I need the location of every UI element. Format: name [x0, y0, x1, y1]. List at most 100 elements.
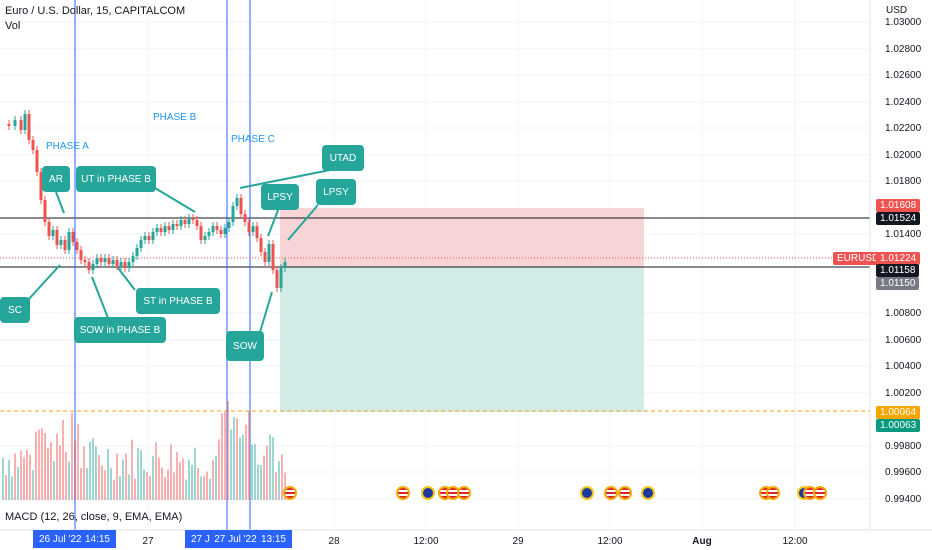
us-flag-icon[interactable]	[283, 486, 297, 500]
callout-lpsy-1[interactable]: LPSY	[261, 184, 299, 210]
us-flag-icon[interactable]	[766, 486, 780, 500]
stop-price-tag: 1.01608	[876, 199, 921, 212]
candle-body	[167, 226, 171, 230]
volume-bar	[221, 413, 223, 500]
volume-bar	[212, 460, 214, 500]
volume-bar	[254, 444, 256, 500]
volume-bar	[242, 434, 244, 500]
callout-sow-phase-b[interactable]: SOW in PHASE B	[74, 317, 166, 343]
candle-body	[151, 232, 155, 240]
us-flag-icon[interactable]	[457, 486, 471, 500]
volume-bar	[56, 433, 58, 500]
currency-label: USD	[886, 5, 908, 16]
volume-bar	[140, 450, 142, 500]
candle-body	[239, 198, 243, 214]
volume-bar	[155, 442, 157, 500]
symbol-tag: EURUSD	[833, 252, 884, 265]
volume-bar	[269, 434, 271, 500]
volume-bar	[266, 445, 268, 500]
volume-bar	[41, 428, 43, 500]
candle-body	[35, 150, 39, 172]
candle-body	[139, 240, 143, 248]
eu-flag-icon[interactable]	[580, 486, 594, 500]
us-flag-icon[interactable]	[618, 486, 632, 500]
candle-body	[23, 114, 27, 130]
volume-bar	[98, 455, 100, 500]
us-flag-icon[interactable]	[396, 486, 410, 500]
volume-bar	[263, 455, 265, 500]
time-label: 28	[328, 536, 340, 547]
volume-bar	[104, 470, 106, 500]
candle-body	[283, 262, 287, 268]
volume-bar	[80, 468, 82, 500]
callout-ar[interactable]: AR	[42, 166, 70, 192]
candle-body	[91, 264, 95, 270]
candle-body	[119, 262, 123, 266]
volume-bar	[278, 461, 280, 500]
volume-bar	[194, 447, 196, 500]
candlesticks	[7, 110, 287, 292]
candle-body	[179, 220, 183, 226]
callout-sc[interactable]: SC	[0, 297, 30, 323]
volume-bar	[275, 471, 277, 500]
volume-bar	[23, 457, 25, 500]
volume-bar	[215, 455, 217, 500]
us-flag-icon[interactable]	[604, 486, 618, 500]
volume-bar	[164, 477, 166, 500]
time-highlight-2-date: 27 Jul '22	[214, 533, 257, 545]
volume-bar	[89, 441, 91, 500]
eu-flag-icon[interactable]	[421, 486, 435, 500]
volume-bar	[8, 460, 10, 500]
volume-bar	[200, 476, 202, 500]
candle-body	[195, 220, 199, 226]
phase-b-label[interactable]: PHASE B	[153, 112, 197, 123]
candle-body	[275, 270, 279, 288]
volume-bar	[281, 454, 283, 500]
volume-bar	[260, 464, 262, 500]
volume-bar	[131, 439, 133, 500]
time-label: Aug	[692, 536, 712, 547]
price-tick: 1.03000	[885, 17, 922, 28]
callout-ut-phase-b[interactable]: UT in PHASE B	[76, 166, 156, 192]
volume-label[interactable]: Vol	[5, 20, 21, 32]
us-flag-icon[interactable]	[813, 486, 827, 500]
macd-label[interactable]: MACD (12, 26, close, 9, EMA, EMA)	[5, 511, 183, 523]
callout-utad[interactable]: UTAD	[322, 145, 364, 171]
volume-bar	[71, 412, 73, 500]
candle-body	[43, 200, 47, 222]
time-highlight-1: 26 Jul '22 14:15	[33, 530, 116, 548]
time-label: 27	[142, 536, 154, 547]
volume-bar	[272, 437, 274, 500]
candle-body	[13, 120, 17, 126]
take-profit-zone[interactable]	[280, 267, 644, 412]
volume-bar	[122, 459, 124, 500]
volume-bar	[257, 464, 259, 500]
volume-bar	[224, 412, 226, 500]
callout-sow[interactable]: SOW	[226, 331, 264, 361]
volume-bar	[182, 458, 184, 500]
phase-c-label[interactable]: PHASE C	[231, 134, 275, 145]
volume-bar	[125, 453, 127, 500]
volume-bar	[206, 471, 208, 500]
candle-body	[199, 226, 203, 240]
candle-body	[231, 206, 235, 222]
volume-bar	[230, 429, 232, 500]
volume-bar	[227, 401, 229, 500]
candle-body	[95, 258, 99, 264]
callout-st-phase-b[interactable]: ST in PHASE B	[136, 288, 220, 314]
candle-body	[187, 218, 191, 224]
volume-bar	[101, 465, 103, 500]
volume-bar	[176, 451, 178, 500]
volume-bar	[59, 445, 61, 500]
volume-bar	[95, 446, 97, 500]
volume-bar	[239, 437, 241, 500]
volume-bar	[32, 470, 34, 500]
candle-body	[203, 236, 207, 240]
phase-a-label[interactable]: PHASE A	[46, 141, 89, 152]
time-highlight-2-short: 27 J	[191, 533, 210, 545]
callout-lpsy-2[interactable]: LPSY	[316, 179, 356, 205]
symbol-title[interactable]: Euro / U.S. Dollar, 15, CAPITALCOM	[5, 5, 186, 17]
eu-flag-icon[interactable]	[641, 486, 655, 500]
